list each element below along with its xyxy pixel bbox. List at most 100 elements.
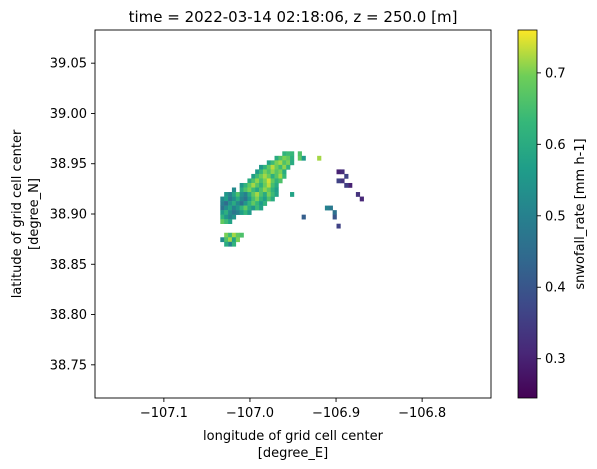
heatmap-cell <box>286 155 291 161</box>
heatmap-cell <box>340 169 345 175</box>
heatmap-cell <box>274 187 279 193</box>
heatmap-cell <box>262 164 268 170</box>
heatmap-cell <box>278 155 283 161</box>
heatmap-cell <box>231 192 237 197</box>
heatmap-cell <box>297 155 302 161</box>
heatmap-cell <box>220 201 225 206</box>
heatmap-cell <box>278 160 283 166</box>
heatmap-cell <box>259 187 264 193</box>
heatmap-cell <box>231 237 237 243</box>
colorbar-tick-label: 0.6 <box>545 138 566 153</box>
heatmap-cell <box>274 178 279 184</box>
heatmap-cell <box>262 187 268 193</box>
heatmap-cell <box>239 196 244 202</box>
heatmap-cell <box>231 241 237 247</box>
heatmap-cell <box>266 169 271 175</box>
heatmap-cell <box>270 196 275 202</box>
heatmap-cell <box>359 196 364 202</box>
heatmap-cell <box>243 201 248 206</box>
heatmap-cell <box>348 182 353 188</box>
y-tick-label: 38.95 <box>50 157 87 172</box>
heatmap-cell <box>324 205 330 211</box>
heatmap-cell <box>286 151 291 157</box>
heatmap-cell <box>224 219 229 224</box>
heatmap-cell <box>286 164 291 170</box>
heatmap-cell <box>255 182 260 188</box>
heatmap-cell <box>251 182 256 188</box>
heatmap-cell <box>251 178 256 184</box>
heatmap-cell <box>270 192 275 197</box>
heatmap-cell <box>255 173 260 179</box>
heatmap-cell <box>247 178 252 184</box>
heatmap-cell <box>286 160 291 166</box>
heatmap-cell <box>262 182 268 188</box>
heatmap-cell <box>278 173 283 179</box>
heatmap-cell <box>274 160 279 166</box>
heatmap-cell <box>239 232 244 238</box>
heatmap-cell <box>220 210 225 215</box>
heatmap-cell <box>266 178 271 184</box>
heatmap-cell <box>259 196 264 202</box>
heatmap-cell <box>235 210 240 215</box>
heatmap-cell <box>282 151 287 157</box>
heatmap-cell <box>235 192 240 197</box>
heatmap-cell <box>259 201 264 206</box>
x-axis-ticks: −107.1 −107.0 −106.9 −106.8 <box>140 398 446 421</box>
heatmap-cell <box>220 237 225 243</box>
heatmap-cell <box>251 196 256 202</box>
colorbar-gradient <box>517 29 538 399</box>
heatmap-cell <box>247 182 252 188</box>
y-tick-label: 38.75 <box>50 358 87 373</box>
heatmap-cell <box>224 214 229 220</box>
heatmap-cell <box>255 187 260 193</box>
heatmap-cells <box>220 151 364 247</box>
heatmap-cell <box>270 173 275 179</box>
heatmap-cell <box>224 201 229 206</box>
heatmap-cell <box>278 164 283 170</box>
heatmap-cell <box>266 187 271 193</box>
heatmap-cell <box>259 178 264 184</box>
heatmap-cell <box>274 169 279 175</box>
heatmap-cell <box>266 192 271 197</box>
heatmap-cell <box>259 205 264 211</box>
heatmap-cell <box>224 205 229 211</box>
heatmap-cell <box>220 214 225 220</box>
heatmap-cell <box>247 210 252 215</box>
heatmap-cell <box>262 192 268 197</box>
heatmap-cell <box>270 169 275 175</box>
heatmap-cell <box>239 201 244 206</box>
heatmap-cell <box>317 155 322 161</box>
colorbar-tick-label: 0.7 <box>545 66 566 81</box>
y-axis-label-line1: latitude of grid cell center <box>10 129 25 298</box>
heatmap-cell <box>224 196 229 202</box>
heatmap-cell <box>344 182 349 188</box>
y-axis-label-line2: [degree_N] <box>27 178 42 250</box>
heatmap-cell <box>228 214 233 220</box>
heatmap-cell <box>224 232 229 238</box>
heatmap-cell <box>243 210 248 215</box>
heatmap-cell <box>235 201 240 206</box>
heatmap-cell <box>235 237 240 243</box>
plot-background <box>95 30 491 398</box>
heatmap-cell <box>290 192 295 197</box>
heatmap-cell <box>228 219 233 224</box>
heatmap-cell <box>255 196 260 202</box>
heatmap-cell <box>251 201 256 206</box>
heatmap-cell <box>224 241 229 247</box>
heatmap-cell <box>274 164 279 170</box>
heatmap-cell <box>220 219 225 224</box>
heatmap-cell <box>282 160 287 166</box>
heatmap-cell <box>243 182 248 188</box>
heatmap-cell <box>231 232 237 238</box>
heatmap-cell <box>231 196 237 202</box>
heatmap-cell <box>239 187 244 193</box>
x-tick-label: −106.9 <box>312 406 360 421</box>
heatmap-cell <box>247 201 252 206</box>
heatmap-cell <box>224 210 229 215</box>
heatmap-cell <box>231 210 237 215</box>
heatmap-cell <box>239 205 244 211</box>
colorbar-ticks: 0.3 0.4 0.5 0.6 0.7 <box>537 66 566 367</box>
heatmap-cell <box>297 151 302 157</box>
heatmap-cell <box>235 205 240 211</box>
heatmap-cell <box>290 151 295 157</box>
